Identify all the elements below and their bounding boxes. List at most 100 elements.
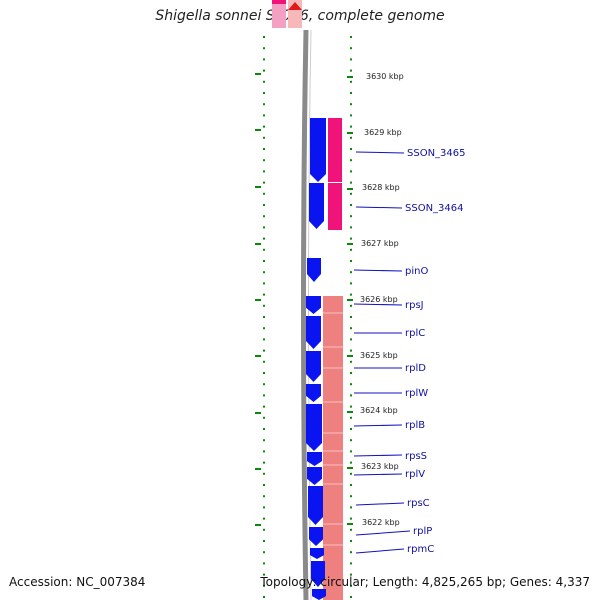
ring-dot — [350, 260, 352, 262]
cds-arrow[interactable] — [306, 404, 322, 451]
ring-dot — [263, 114, 265, 117]
cds-arrow[interactable] — [307, 258, 321, 282]
major-tick-left — [255, 186, 261, 188]
ring-dot — [263, 282, 265, 285]
ring-dot — [263, 204, 265, 206]
gene-label-sson3465[interactable]: SSON_3465 — [407, 148, 466, 159]
gene-label-rplp[interactable]: rplP — [413, 526, 432, 537]
gene-label-rpsc[interactable]: rpsC — [407, 498, 430, 509]
ring-dot — [350, 416, 352, 419]
cds-arrow[interactable] — [307, 467, 322, 485]
ring-dot — [263, 304, 265, 307]
cds-arrow[interactable] — [306, 296, 321, 314]
cds-arrow[interactable] — [311, 561, 325, 587]
cds-arrow[interactable] — [306, 316, 321, 349]
ring-dot — [350, 439, 352, 442]
genome-summary-text: Topology: circular; Length: 4,825,265 bp… — [260, 575, 590, 589]
top-magenta-feature-core[interactable] — [272, 0, 286, 4]
ring-dot — [350, 506, 352, 509]
ring-dot — [350, 394, 352, 397]
cds-arrow[interactable] — [312, 589, 326, 600]
top-red-arrow[interactable] — [288, 2, 302, 10]
gene-labels: SSON_3465 SSON_3464 pinO rpsJ rplC rplD … — [405, 148, 466, 555]
leader-line — [353, 424, 403, 427]
gene-label-rplw[interactable]: rplW — [405, 388, 428, 399]
ring-dot — [263, 327, 265, 330]
kbp-scale: 3630 kbp 3629 kbp 3628 kbp 3627 kbp 3626… — [360, 72, 404, 527]
kbp-label: 3627 kbp — [361, 239, 399, 248]
ring-dot — [350, 148, 352, 150]
major-tick-right — [347, 299, 353, 301]
ring-dot — [263, 226, 265, 229]
salmon-feature-block[interactable] — [323, 296, 343, 600]
leader-line — [353, 269, 403, 272]
gene-label-sson3464[interactable]: SSON_3464 — [405, 203, 464, 214]
ring-dot — [263, 271, 265, 274]
cds-arrow[interactable] — [309, 183, 324, 229]
ring-dot — [263, 428, 265, 430]
gene-label-rpsj[interactable]: rpsJ — [405, 300, 424, 311]
ring-dot — [350, 47, 352, 50]
kbp-label: 3623 kbp — [361, 462, 399, 471]
ring-dot — [263, 170, 265, 173]
ring-dot — [350, 484, 352, 486]
genome-backbone — [301, 29, 309, 600]
cds-arrow[interactable] — [310, 118, 326, 182]
cds-arrow[interactable] — [310, 548, 324, 559]
ring-dot — [263, 506, 265, 509]
ring-dot — [263, 596, 265, 598]
ring-dot — [350, 573, 352, 576]
ring-dot — [263, 484, 265, 486]
major-tick-left — [255, 355, 261, 357]
gene-label-rplv[interactable]: rplV — [405, 469, 425, 480]
cds-arrow[interactable] — [306, 351, 321, 382]
ring-dot — [350, 450, 352, 453]
cds-arrow[interactable] — [306, 384, 321, 402]
leader-line — [355, 151, 405, 154]
ring-dot — [263, 148, 265, 150]
ring-dot — [263, 192, 265, 195]
ring-dot — [350, 114, 352, 117]
ring-dot — [263, 349, 265, 352]
kbp-label: 3628 kbp — [362, 183, 400, 192]
cds-arrow[interactable] — [308, 486, 323, 525]
top-magenta-feature[interactable] — [272, 0, 286, 28]
leader-line — [355, 548, 405, 554]
gene-label-rpmc[interactable]: rpmC — [407, 544, 434, 555]
ring-dot — [263, 316, 265, 318]
ring-dot — [350, 540, 352, 542]
major-tick-left — [255, 412, 261, 414]
kbp-label: 3630 kbp — [366, 72, 404, 81]
ring-dot — [350, 80, 352, 83]
ring-dot — [350, 103, 352, 106]
ring-dot — [350, 226, 352, 229]
gene-label-pino[interactable]: pinO — [405, 266, 428, 277]
ring-dot — [263, 293, 265, 296]
major-tick-right — [347, 132, 353, 134]
ring-dot — [263, 136, 265, 139]
gene-label-rpld[interactable]: rplD — [405, 363, 426, 374]
ring-dot — [350, 125, 352, 128]
ring-dot — [350, 316, 352, 318]
ring-dot — [263, 584, 265, 587]
kbp-label: 3626 kbp — [360, 295, 398, 304]
ring-dot — [263, 260, 265, 262]
ring-dot — [263, 383, 265, 386]
ring-dot — [350, 584, 352, 587]
ring-dot — [263, 181, 265, 184]
cds-arrow[interactable] — [307, 452, 322, 466]
ring-dot — [263, 159, 265, 162]
ring-dot — [350, 92, 352, 94]
gene-label-rpss[interactable]: rpsS — [405, 451, 427, 462]
ring-dot — [350, 405, 352, 408]
major-tick-right — [347, 76, 353, 78]
magenta-feature-1[interactable] — [328, 118, 342, 182]
magenta-feature-2[interactable] — [328, 183, 342, 230]
ring-dot — [350, 517, 352, 520]
gene-label-rplc[interactable]: rplC — [405, 328, 425, 339]
major-tick-left — [255, 299, 261, 301]
cds-arrow[interactable] — [309, 527, 323, 546]
kbp-label: 3625 kbp — [360, 351, 398, 360]
gene-label-rplb[interactable]: rplB — [405, 420, 425, 431]
